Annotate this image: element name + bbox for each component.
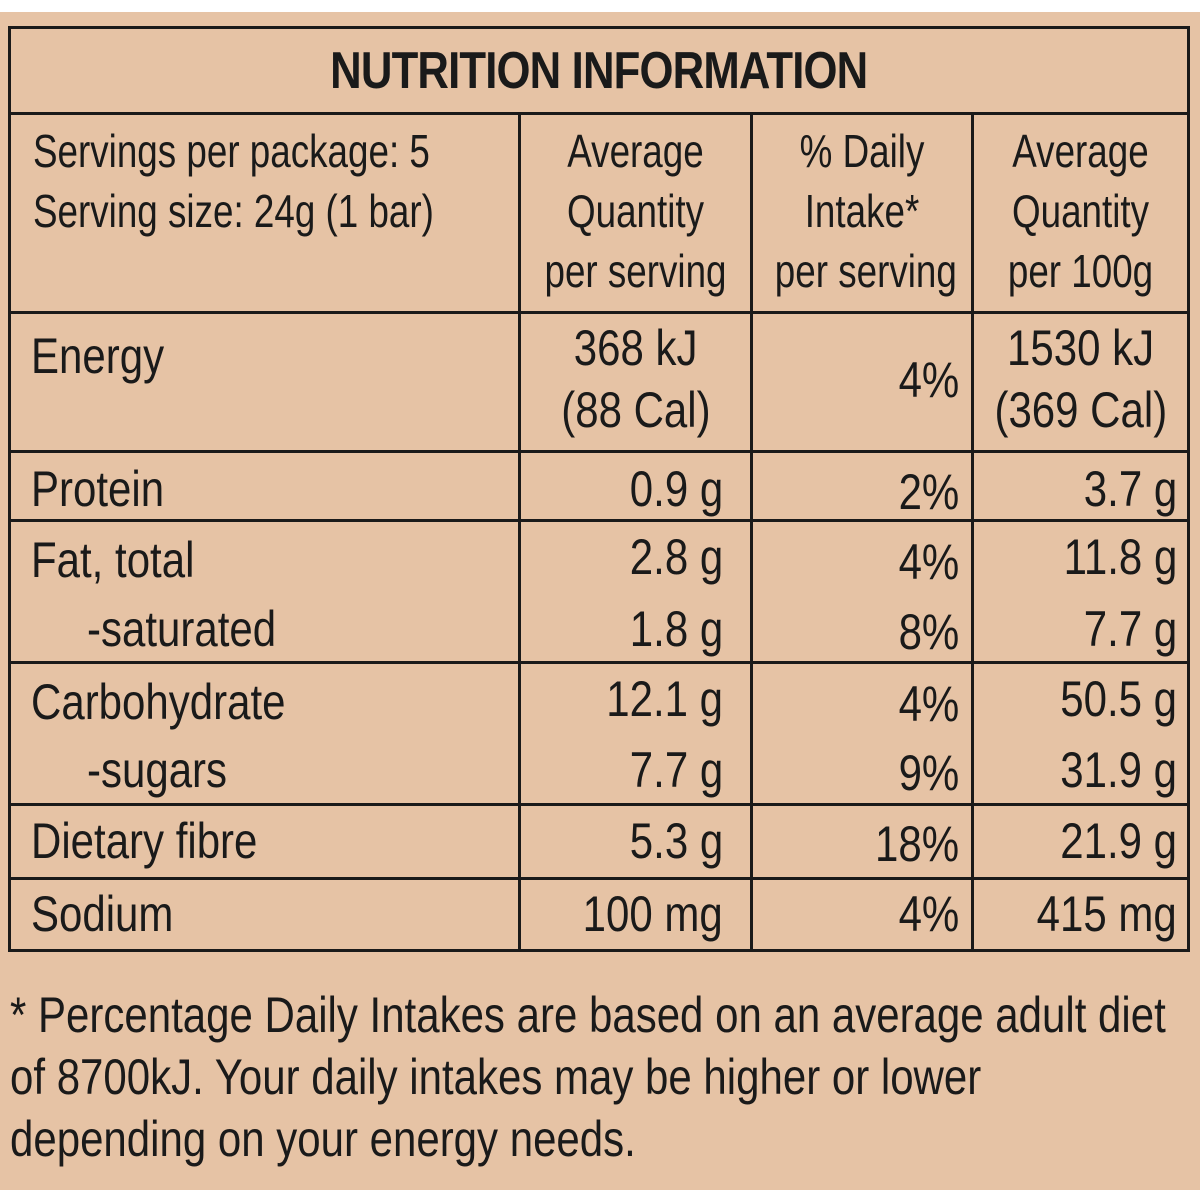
fat-per-serving: 2.8 g [629, 529, 723, 585]
row-label-carbohydrate: Carbohydrate [31, 674, 286, 730]
column-divider [971, 115, 974, 949]
row-divider [11, 661, 1187, 664]
header-line: per 100g [1007, 245, 1154, 297]
row-label-sodium: Sodium [31, 886, 174, 942]
servings-info: Servings per package: 5 Serving size: 24… [33, 121, 513, 241]
header-per-serving: Average Quantity per serving [521, 121, 750, 301]
header-line: Average [567, 125, 704, 177]
saturated-per-100g: 7.7 g [1083, 601, 1177, 657]
protein-per-serving: 0.9 g [629, 461, 723, 517]
header-line: Intake* [804, 185, 920, 237]
nutrition-panel: NUTRITION INFORMATION Servings per packa… [0, 12, 1200, 1190]
serving-size: Serving size: 24g (1 bar) [33, 185, 434, 237]
header-line: % Daily [799, 125, 925, 177]
fibre-daily-intake: 18% [874, 816, 959, 872]
row-label-fat: Fat, total [31, 532, 195, 588]
energy-per-100g: 1530 kJ [1006, 320, 1155, 376]
header-line: per serving [774, 245, 957, 297]
header-daily-intake: % Daily Intake* per serving [753, 121, 971, 301]
row-divider [11, 311, 1187, 314]
row-label-saturated: -saturated [87, 601, 277, 657]
saturated-daily-intake: 8% [898, 604, 959, 660]
row-divider [11, 803, 1187, 806]
nutrition-table: NUTRITION INFORMATION Servings per packa… [8, 26, 1190, 952]
energy-per-serving: 368 kJ [573, 320, 698, 376]
fat-daily-intake: 4% [898, 534, 959, 590]
row-divider [11, 450, 1187, 453]
sugars-per-serving: 7.7 g [629, 742, 723, 798]
carbohydrate-per-100g: 50.5 g [1060, 671, 1177, 727]
row-label-energy: Energy [31, 328, 165, 384]
table-title: NUTRITION INFORMATION [330, 41, 868, 100]
table-title-row: NUTRITION INFORMATION [11, 29, 1187, 115]
footnote-line: * Percentage Daily Intakes are based on … [10, 987, 1166, 1043]
servings-per-package: Servings per package: 5 [33, 125, 430, 177]
sugars-per-100g: 31.9 g [1060, 742, 1177, 798]
header-per-100g: Average Quantity per 100g [974, 121, 1187, 301]
fibre-per-serving: 5.3 g [629, 813, 723, 869]
sugars-daily-intake: 9% [898, 745, 959, 801]
column-divider [518, 115, 521, 949]
fat-per-100g: 11.8 g [1063, 529, 1177, 585]
header-line: Average [1012, 125, 1149, 177]
carbohydrate-per-serving: 12.1 g [606, 671, 723, 727]
footnote-line: of 8700kJ. Your daily intakes may be hig… [10, 1049, 982, 1105]
protein-daily-intake: 2% [898, 464, 959, 520]
saturated-per-serving: 1.8 g [629, 601, 723, 657]
energy-per-100g-cal: (369 Cal) [994, 382, 1167, 438]
row-divider [11, 519, 1187, 522]
protein-per-100g: 3.7 g [1083, 461, 1177, 517]
sodium-daily-intake: 4% [898, 886, 959, 942]
header-line: Quantity [1011, 185, 1150, 237]
row-label-sugars: -sugars [87, 742, 228, 798]
column-divider [750, 115, 753, 949]
carbohydrate-daily-intake: 4% [898, 676, 959, 732]
energy-per-serving-cal: (88 Cal) [560, 382, 711, 438]
row-divider [11, 877, 1187, 880]
energy-daily-intake: 4% [898, 352, 959, 408]
header-line: per serving [544, 245, 727, 297]
daily-intake-footnote: * Percentage Daily Intakes are based on … [10, 984, 1190, 1170]
header-line: Quantity [566, 185, 705, 237]
row-label-fibre: Dietary fibre [31, 813, 258, 869]
sodium-per-serving: 100 mg [582, 886, 723, 942]
sodium-per-100g: 415 mg [1036, 886, 1177, 942]
row-label-protein: Protein [31, 461, 165, 517]
fibre-per-100g: 21.9 g [1060, 813, 1177, 869]
footnote-line: depending on your energy needs. [10, 1111, 636, 1167]
